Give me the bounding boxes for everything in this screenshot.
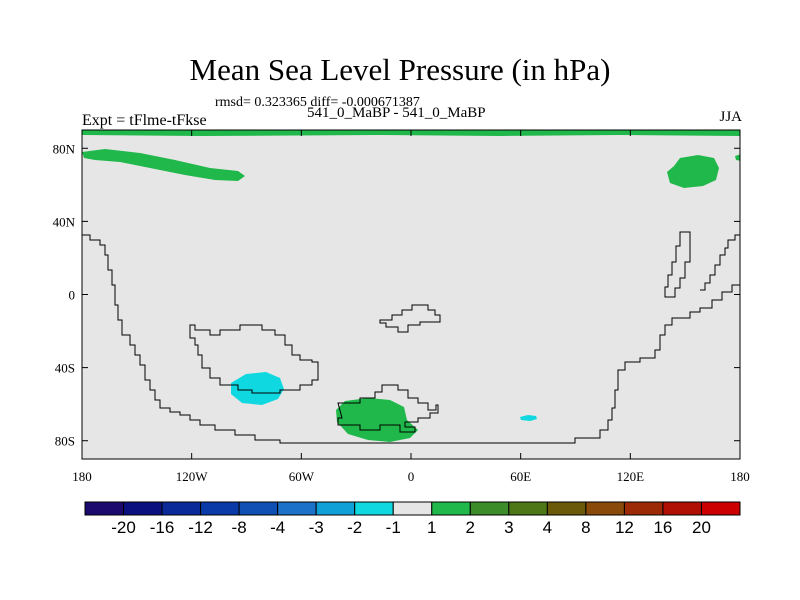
y-tick-label: 80S xyxy=(55,434,75,449)
colorbar-label: -4 xyxy=(270,518,285,537)
coastline-south-atlantic-continent xyxy=(337,384,439,433)
anomaly-region-north-pacific xyxy=(82,149,245,181)
colorbar-swatch xyxy=(123,501,163,516)
colorbar-swatch xyxy=(508,501,548,516)
y-tick-label: 0 xyxy=(69,288,76,303)
colorbar-label: -12 xyxy=(188,518,213,537)
colorbar: -20 -16 -12 -8 -4 -3 -2 -1 1 2 3 4 8 12 16 20 xyxy=(84,501,741,537)
colorbar-label: 20 xyxy=(692,518,711,537)
season-label: JJA xyxy=(719,109,742,125)
colorbar-label: -20 xyxy=(111,518,136,537)
colorbar-swatch xyxy=(161,501,202,516)
colorbar-label: 16 xyxy=(653,518,672,537)
anomaly-region-indian-ocean xyxy=(520,415,537,421)
colorbar-swatch xyxy=(623,501,664,516)
x-tick-label: 60E xyxy=(510,469,531,484)
y-tick-label: 80N xyxy=(53,141,76,156)
colorbar-swatch xyxy=(546,501,587,516)
colorbar-swatch xyxy=(469,501,510,516)
x-tick-label: 0 xyxy=(408,469,415,484)
colorbar-label: -3 xyxy=(309,518,324,537)
plot-background xyxy=(82,130,740,459)
coastline-eastern-block xyxy=(700,234,740,291)
anomaly-region-south-pacific xyxy=(231,372,284,405)
colorbar-label: 2 xyxy=(466,518,475,537)
colorbar-swatch xyxy=(662,501,702,516)
colorbar-label: 3 xyxy=(504,518,513,537)
x-tick-label: 60W xyxy=(289,469,315,484)
x-axis: 180 120W 60W 0 60E 120E 180 xyxy=(72,130,750,484)
anomaly-region-northeast-asia xyxy=(667,155,719,188)
y-tick-label: 40S xyxy=(55,361,75,376)
colorbar-label: -2 xyxy=(347,518,362,537)
colorbar-swatch xyxy=(277,501,317,516)
colorbar-swatch xyxy=(700,501,741,516)
anomaly-region-south-atlantic xyxy=(336,398,418,442)
colorbar-label: 12 xyxy=(615,518,634,537)
colorbar-label: -16 xyxy=(150,518,175,537)
coastline-south-pacific-continent xyxy=(189,324,319,394)
colorbar-swatch xyxy=(585,501,625,516)
y-tick-label: 40N xyxy=(53,214,76,229)
coastlines xyxy=(82,231,740,444)
colorbar-swatch xyxy=(84,501,125,516)
colorbar-swatch xyxy=(431,501,471,516)
chart-title: Mean Sea Level Pressure (in hPa) xyxy=(189,52,611,87)
colorbar-swatch xyxy=(392,501,433,516)
experiment-label: Expt = tFlme-tFkse xyxy=(82,112,207,129)
anomaly-region-arctic-east-edge xyxy=(735,154,740,161)
colorbar-label: 8 xyxy=(581,518,590,537)
coastline-island-equatorial xyxy=(379,304,441,333)
coastline-western-continent xyxy=(82,234,740,444)
coastline-asia-east xyxy=(664,231,691,298)
colorbar-swatch xyxy=(354,501,394,516)
x-tick-label: 120W xyxy=(176,469,209,484)
x-tick-label: 180 xyxy=(730,469,750,484)
colorbar-label: 1 xyxy=(427,518,436,537)
stats-label: rmsd= 0.323365 diff= -0.000671387 xyxy=(215,95,420,110)
x-tick-label: 120E xyxy=(617,469,645,484)
colorbar-swatch xyxy=(200,501,240,516)
colorbar-swatch xyxy=(315,501,356,516)
colorbar-swatch xyxy=(238,501,279,516)
colorbar-label: 4 xyxy=(543,518,552,537)
subtitle: 541_0_MaBP - 541_0_MaBP xyxy=(307,105,486,121)
colorbar-label: -8 xyxy=(232,518,247,537)
y-axis: 80N 40N 0 40S 80S xyxy=(53,141,740,449)
x-tick-label: 180 xyxy=(72,469,92,484)
colorbar-label: -1 xyxy=(386,518,401,537)
